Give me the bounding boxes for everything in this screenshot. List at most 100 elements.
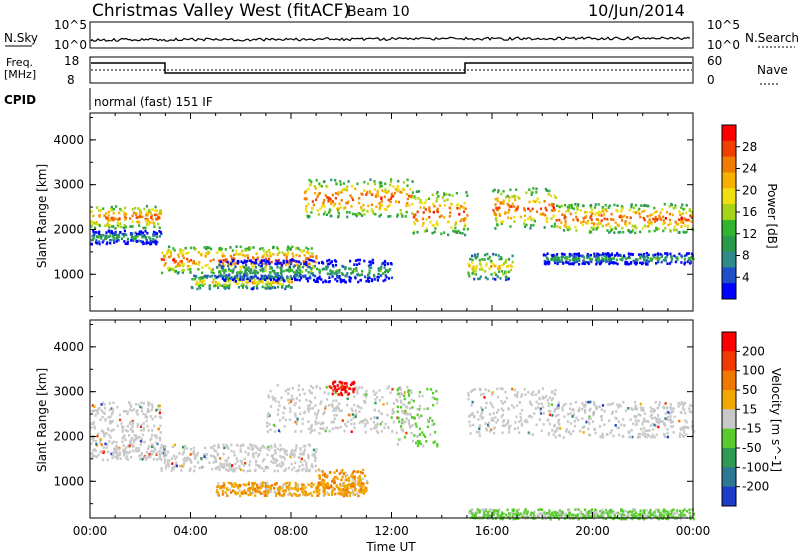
data-cell <box>147 404 150 407</box>
data-cell <box>607 206 610 209</box>
data-cell <box>689 214 692 218</box>
data-cell <box>311 255 314 258</box>
data-cell <box>649 214 652 217</box>
data-cell <box>551 254 554 258</box>
data-cell <box>432 210 435 214</box>
data-cell <box>152 240 155 244</box>
data-cell <box>109 219 112 222</box>
data-cell <box>493 213 496 216</box>
data-cell <box>273 443 276 447</box>
data-cell <box>118 453 121 456</box>
data-cell <box>655 262 658 265</box>
data-cell <box>680 254 683 257</box>
data-cell <box>183 448 186 451</box>
data-cell <box>310 424 313 427</box>
data-cell <box>505 276 508 280</box>
data-cell <box>340 381 343 384</box>
data-cell <box>109 421 112 425</box>
data-cell <box>222 485 226 489</box>
data-cell <box>135 450 138 453</box>
data-cell <box>496 197 499 200</box>
data-cell <box>611 410 614 414</box>
data-cell <box>145 211 148 214</box>
data-cell <box>163 264 166 267</box>
data-cell <box>561 408 564 412</box>
data-cell <box>163 461 166 464</box>
data-cell <box>604 207 608 211</box>
data-cell <box>147 223 150 226</box>
data-cell <box>230 443 233 447</box>
data-cell <box>450 202 453 206</box>
data-cell <box>259 449 262 452</box>
data-cell <box>688 209 691 213</box>
data-cell <box>386 270 390 274</box>
data-cell <box>337 426 340 430</box>
data-cell <box>167 463 170 466</box>
data-cell <box>140 409 143 413</box>
data-cell <box>301 463 304 467</box>
data-cell <box>111 453 114 457</box>
data-cell <box>310 465 313 468</box>
data-cell <box>167 248 170 252</box>
data-cell <box>151 417 154 421</box>
data-cell <box>155 213 158 217</box>
data-cell <box>326 398 329 401</box>
data-cell <box>671 213 674 217</box>
data-cell <box>213 448 216 452</box>
data-cell <box>504 212 507 215</box>
data-cell <box>129 420 132 424</box>
data-cell <box>266 421 269 425</box>
data-cell <box>543 262 546 265</box>
data-cell <box>367 279 370 283</box>
data-cell <box>583 405 586 409</box>
data-cell <box>365 193 368 196</box>
data-cell <box>197 251 200 254</box>
data-cell <box>408 194 411 198</box>
data-cell <box>119 451 122 454</box>
data-cell <box>409 389 412 392</box>
data-cell <box>266 489 270 492</box>
data-cell <box>145 219 148 222</box>
data-cell <box>520 393 524 396</box>
data-cell <box>111 419 114 423</box>
data-cell <box>318 192 321 195</box>
data-cell <box>369 260 372 264</box>
data-cell <box>673 225 676 229</box>
data-cell <box>222 490 225 493</box>
data-cell <box>113 447 116 451</box>
data-cell <box>551 429 554 432</box>
data-cell <box>680 261 683 264</box>
data-cell <box>380 197 383 200</box>
data-cell <box>530 516 533 519</box>
data-cell <box>383 195 386 199</box>
data-cell <box>534 407 537 410</box>
data-cell <box>624 220 627 223</box>
data-cell <box>569 412 572 415</box>
data-cell <box>338 492 341 495</box>
data-cell <box>537 406 540 409</box>
power-colorbar-swatch <box>722 188 736 205</box>
data-cell <box>639 230 642 234</box>
data-cell <box>321 421 324 424</box>
data-cell <box>623 513 626 517</box>
data-cell <box>221 269 224 272</box>
data-cell <box>365 419 368 422</box>
data-cell <box>551 511 554 515</box>
data-cell <box>475 266 478 270</box>
data-cell <box>362 203 365 207</box>
data-cell <box>551 204 554 208</box>
data-cell <box>109 420 112 423</box>
data-cell <box>129 439 132 443</box>
data-cell <box>95 231 98 234</box>
data-cell <box>124 410 127 413</box>
data-cell <box>384 188 387 191</box>
data-cell <box>621 206 624 209</box>
data-cell <box>193 453 196 456</box>
data-cell <box>468 420 471 424</box>
data-cell <box>314 464 317 468</box>
data-cell <box>264 484 267 488</box>
data-cell <box>348 387 351 390</box>
data-cell <box>239 450 242 454</box>
data-cell <box>393 411 396 414</box>
